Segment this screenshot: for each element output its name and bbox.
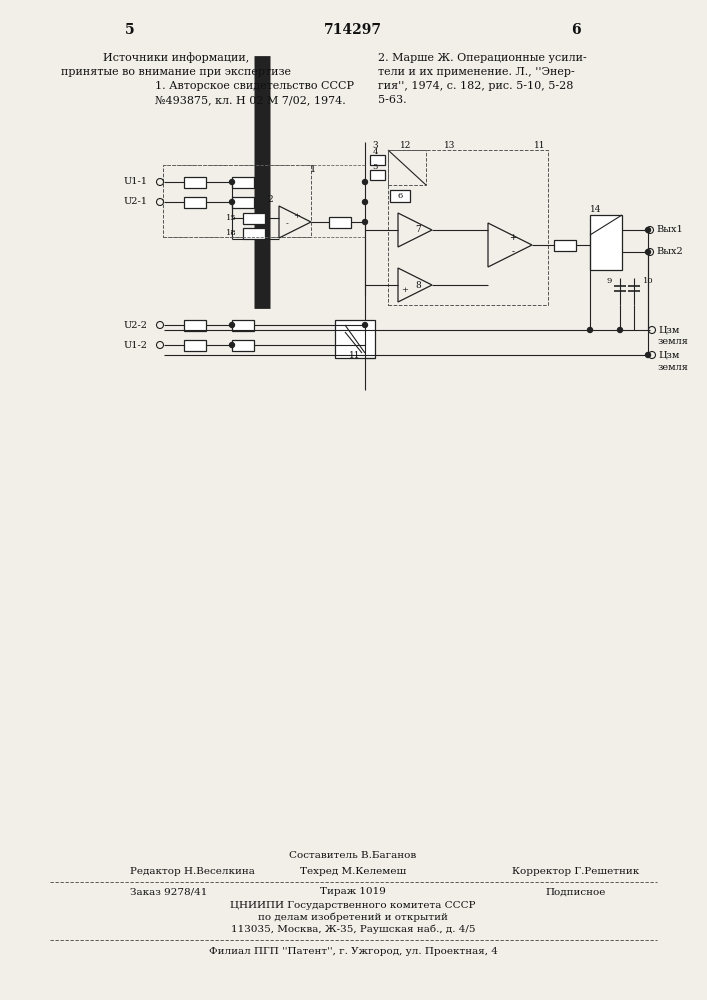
Text: 12: 12: [400, 141, 411, 150]
Circle shape: [645, 249, 650, 254]
Bar: [184, 320, 206, 331]
Bar: [184, 177, 206, 188]
Text: по делам изобретений и открытий: по делам изобретений и открытий: [258, 912, 448, 922]
Text: Вых1: Вых1: [656, 226, 683, 234]
Circle shape: [230, 322, 235, 328]
Text: 11: 11: [349, 352, 361, 360]
Text: Редактор Н.Веселкина: Редактор Н.Веселкина: [130, 867, 255, 876]
Bar: [388, 150, 548, 305]
Text: U1-2: U1-2: [124, 340, 148, 350]
Bar: [184, 197, 206, 208]
Circle shape: [363, 322, 368, 328]
Text: 113035, Москва, Ж-35, Раушская наб., д. 4/5: 113035, Москва, Ж-35, Раушская наб., д. …: [230, 924, 475, 934]
Text: земля: земля: [658, 338, 689, 347]
Bar: [243, 228, 265, 239]
Bar: [232, 320, 254, 331]
Circle shape: [230, 200, 235, 205]
Text: -: -: [511, 247, 515, 256]
Text: 11: 11: [534, 141, 546, 150]
Text: 7: 7: [415, 226, 421, 234]
Bar: [590, 215, 622, 270]
Text: Цзм: Цзм: [658, 326, 679, 334]
Text: Корректор Г.Решетник: Корректор Г.Решетник: [513, 867, 640, 876]
Text: 18: 18: [226, 229, 237, 237]
Bar: [329, 217, 351, 228]
Text: тели и их применение. Л., ''Энер-: тели и их применение. Л., ''Энер-: [378, 67, 575, 77]
Text: 5: 5: [373, 163, 378, 171]
Bar: [232, 197, 254, 208]
Text: 13: 13: [444, 141, 456, 150]
Text: +: +: [509, 233, 517, 242]
Circle shape: [645, 228, 650, 232]
Text: 1. Авторское свидетельство СССР: 1. Авторское свидетельство СССР: [155, 81, 354, 91]
Text: 4: 4: [373, 148, 378, 156]
Text: +: +: [293, 212, 300, 220]
Bar: [335, 320, 375, 358]
Bar: [390, 190, 410, 202]
Circle shape: [645, 353, 650, 358]
Circle shape: [363, 220, 368, 225]
Circle shape: [363, 180, 368, 184]
Text: 14: 14: [590, 206, 602, 215]
Text: U1-1: U1-1: [124, 178, 148, 186]
Text: 2. Марше Ж. Операционные усили-: 2. Марше Ж. Операционные усили-: [378, 53, 587, 63]
Circle shape: [588, 328, 592, 332]
Text: гия'', 1974, с. 182, рис. 5-10, 5-28: гия'', 1974, с. 182, рис. 5-10, 5-28: [378, 81, 573, 91]
Text: U2-2: U2-2: [124, 320, 148, 330]
Text: Составитель В.Баганов: Составитель В.Баганов: [289, 852, 416, 860]
Bar: [388, 150, 426, 185]
Text: Подписное: Подписное: [546, 888, 606, 896]
Text: 6: 6: [571, 23, 581, 37]
Circle shape: [230, 342, 235, 348]
Text: 6: 6: [397, 192, 402, 200]
Text: ЦНИИПИ Государственного комитета СССР: ЦНИИПИ Государственного комитета СССР: [230, 900, 476, 910]
Text: Тираж 1019: Тираж 1019: [320, 888, 386, 896]
Text: Вых2: Вых2: [656, 247, 683, 256]
Text: 8: 8: [415, 280, 421, 290]
Text: Цзм: Цзм: [658, 351, 679, 360]
Text: 10: 10: [643, 277, 654, 285]
Text: Заказ 9278/41: Заказ 9278/41: [130, 888, 207, 896]
Text: принятые во внимание при экспертизе: принятые во внимание при экспертизе: [61, 67, 291, 77]
Circle shape: [363, 200, 368, 205]
Text: 9: 9: [607, 277, 612, 285]
Text: Филиал ПГП ''Патент'', г. Ужгород, ул. Проектная, 4: Филиал ПГП ''Патент'', г. Ужгород, ул. П…: [209, 948, 498, 956]
Text: 3: 3: [372, 140, 378, 149]
Text: +: +: [402, 286, 409, 294]
Text: Техред М.Келемеш: Техред М.Келемеш: [300, 867, 406, 876]
Text: 2: 2: [267, 196, 273, 205]
Text: №493875, кл. Н 02 М 7/02, 1974.: №493875, кл. Н 02 М 7/02, 1974.: [155, 95, 346, 105]
Text: U2-1: U2-1: [124, 198, 148, 207]
Circle shape: [617, 328, 622, 332]
Circle shape: [230, 180, 235, 184]
Text: 5: 5: [125, 23, 135, 37]
Text: -: -: [286, 220, 288, 228]
Bar: [554, 240, 576, 251]
Bar: [232, 177, 254, 188]
Bar: [370, 155, 385, 165]
Bar: [232, 340, 254, 351]
Bar: [243, 213, 265, 224]
Text: 15: 15: [226, 214, 237, 222]
Text: 714297: 714297: [324, 23, 382, 37]
Text: Источники информации,: Источники информации,: [103, 53, 249, 63]
Bar: [370, 170, 385, 180]
Bar: [163, 165, 311, 237]
Bar: [184, 340, 206, 351]
Text: 5-63.: 5-63.: [378, 95, 407, 105]
Text: 1: 1: [310, 164, 316, 174]
Text: земля: земля: [658, 362, 689, 371]
